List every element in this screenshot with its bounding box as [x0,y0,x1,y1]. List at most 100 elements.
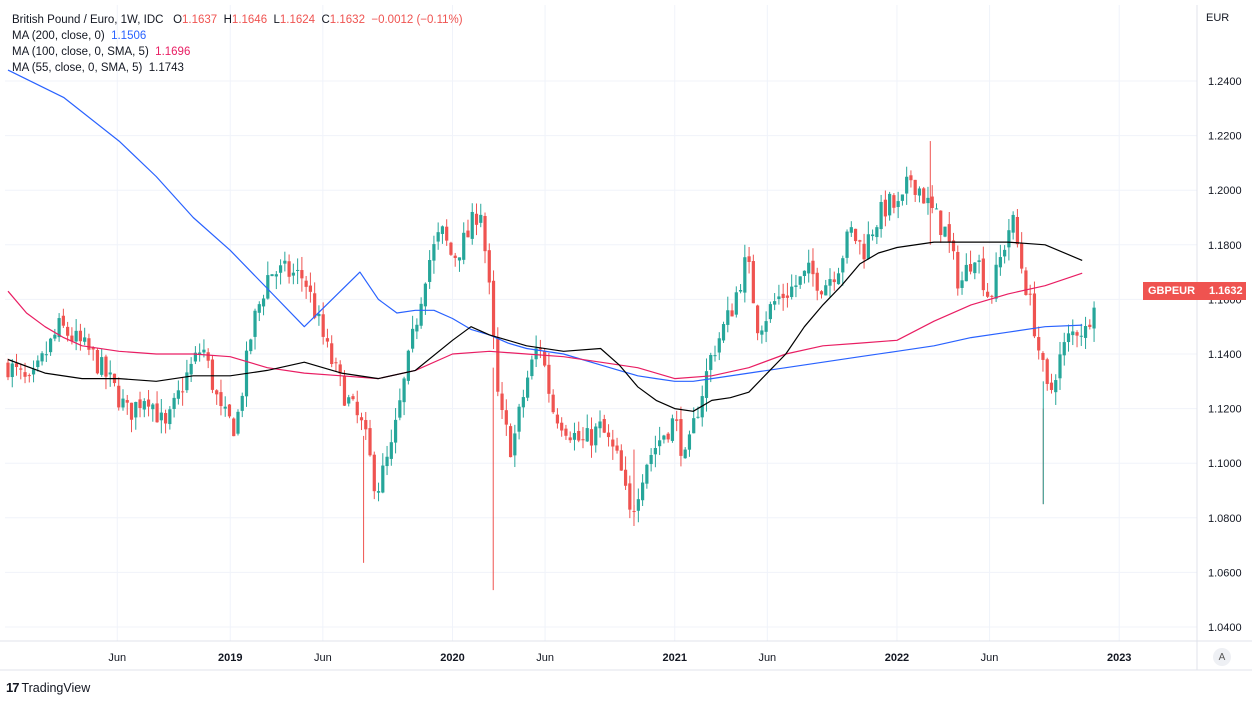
x-tick-label: Jun [108,652,126,664]
candle-body [1075,332,1079,336]
candle-body [291,272,295,276]
candle-body [883,199,887,217]
candle-body [939,210,943,235]
candle-body [973,262,977,274]
high-value: 1.1646 [231,14,268,26]
candle-body [547,364,551,394]
candle-body [198,352,202,355]
y-tick-label: 1.2000 [1208,185,1242,197]
candle-body [419,303,423,326]
candle-body [985,291,990,297]
candle-body [219,392,223,407]
candle-body [27,375,31,377]
candle-body [951,240,956,252]
candle-body [1041,352,1045,360]
candle-body [513,433,517,456]
candle-body [1062,342,1066,356]
candle-body [909,175,913,181]
candle-body [832,279,836,283]
candle-body [849,227,853,233]
candle-body [768,304,772,320]
auto-scale-button[interactable]: A [1213,648,1231,666]
candle-body [249,339,253,352]
candle-body [462,232,466,260]
candle-body [445,226,449,241]
candle-body [836,273,841,285]
candle-body [10,363,14,378]
candle-body [227,404,232,417]
candle-body [372,454,376,492]
candle-body [960,280,964,288]
x-tick-label: Jun [758,652,776,664]
candle-body [87,338,91,350]
candle-body [449,242,453,255]
candle-body [790,286,794,298]
x-tick-label: Jun [536,652,554,664]
candle-body [457,257,462,261]
candle-body [756,305,760,334]
candle-body [274,274,278,277]
symbol-title[interactable]: British Pound / Euro, 1W, IDC [12,14,164,26]
candle-body [721,324,726,341]
candle-body [159,412,163,421]
y-tick-label: 1.1800 [1208,240,1242,252]
y-tick-label: 1.1400 [1208,349,1242,361]
candle-body [747,256,751,262]
candle-body [61,315,65,326]
candle-body [376,491,381,493]
candle-body [381,465,385,493]
legend-ma55-row[interactable]: MA (55, close, 0, SMA, 5) 1.1743 [12,60,463,76]
candle-body [1054,380,1058,393]
grid [5,5,1197,641]
candle-body [504,410,508,425]
candle-body [313,293,317,318]
candle-body [31,369,36,375]
candle-body [994,264,998,299]
candle-body [926,197,930,204]
last-price-symbol: GBPEUR [1148,285,1196,297]
legend-ma200-row[interactable]: MA (200, close, 0) 1.1506 [12,28,463,44]
candle-body [261,298,266,307]
candle-body [956,251,960,289]
candle-body [1011,214,1015,233]
candle-body [704,371,709,398]
candle-body [368,428,372,456]
ma55-value: 1.1743 [148,62,184,74]
legend-ma100-row[interactable]: MA (100, close, 0, SMA, 5) 1.1696 [12,44,463,60]
candle-body [232,418,236,437]
candle-body [700,396,704,418]
candle-body [181,391,185,393]
candle-body [104,356,108,377]
tradingview-logo-icon: 17 [6,680,20,695]
candle-body [577,430,581,441]
candle-body [108,372,112,375]
x-tick-label: 2023 [1107,652,1131,664]
candle-body [364,420,368,430]
candle-body [189,363,193,375]
candle-body [1028,293,1032,295]
candle-body [1058,354,1062,379]
candle-body [117,385,121,408]
candle-body [641,482,645,501]
currency-label[interactable]: EUR [1206,12,1230,24]
tradingview-brand[interactable]: 17 TradingView [6,680,90,695]
x-tick-label: Jun [981,652,999,664]
x-tick-label: 2020 [440,652,464,664]
candle-body [40,353,44,362]
candle-body [304,280,308,287]
candle-body [36,360,40,368]
candle-body [168,409,172,425]
y-tick-label: 1.2200 [1208,131,1242,143]
candle-body [411,328,415,349]
candle-body [14,363,19,368]
legend-symbol-row: British Pound / Euro, 1W, IDC O1.1637 H1… [12,12,463,28]
candle-body [74,330,78,342]
candle-body [223,406,227,409]
candle-body [415,324,419,332]
candle-body [491,280,496,336]
candle-body [841,258,845,273]
candle-body [815,272,819,291]
candle-body [78,330,83,342]
moving-averages [7,69,1083,412]
